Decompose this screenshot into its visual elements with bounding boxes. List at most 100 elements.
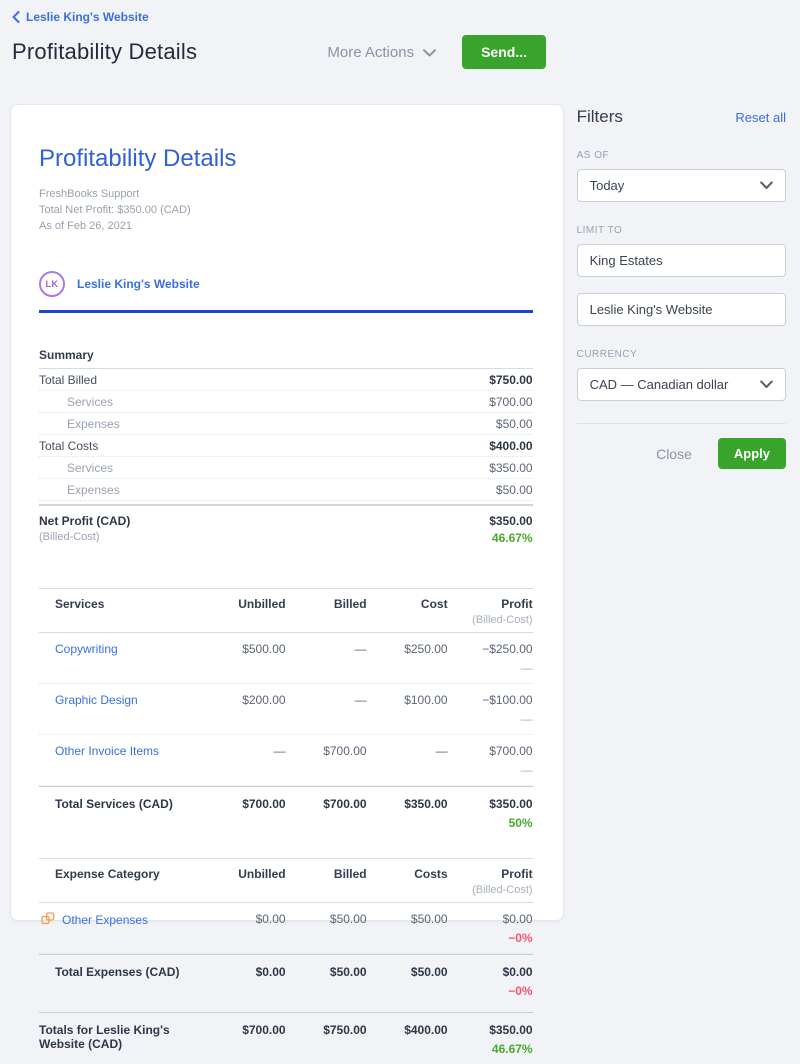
summary-label: Expenses: [67, 482, 120, 497]
service-link-copywriting[interactable]: Copywriting: [55, 642, 118, 656]
client-name-link[interactable]: Leslie King's Website: [77, 277, 200, 291]
table-row: Copywriting $500.00 — $250.00 −$250.00 —: [39, 633, 533, 684]
report-title: Profitability Details: [39, 145, 237, 172]
cell-unbilled: $0.00: [255, 965, 286, 979]
net-profit-sublabel: (Billed-Cost): [39, 531, 100, 543]
as-of-select[interactable]: Today: [576, 169, 786, 202]
filters-divider: [576, 423, 786, 424]
service-link-other-invoice-items[interactable]: Other Invoice Items: [55, 744, 160, 758]
chevron-down-icon: [760, 380, 773, 389]
chevron-down-icon: [423, 44, 437, 61]
cell-profit: $350.00: [489, 797, 533, 811]
col-unbilled: Unbilled: [238, 867, 286, 881]
currency-label: CURRENCY: [576, 349, 638, 360]
client-row: LK Leslie King's Website: [39, 271, 533, 297]
page-header: Leslie King's Website Profitability Deta…: [0, 0, 800, 69]
cell-billed: $50.00: [329, 965, 367, 979]
summary-row-total-costs: Total Costs $400.00: [39, 435, 533, 457]
chevron-left-icon: [12, 11, 20, 23]
as-of-value: Today: [589, 178, 625, 193]
col-profit: Profit: [501, 867, 533, 881]
cell-profit: $350.00: [489, 1023, 533, 1037]
col-billed: Billed: [333, 597, 367, 611]
col-services: Services: [55, 597, 105, 611]
service-link-graphic-design[interactable]: Graphic Design: [55, 693, 138, 707]
services-table-header: Services Unbilled Billed Cost Profit (Bi…: [39, 588, 533, 633]
grand-total-row: Totals for Leslie King's Website (CAD) $…: [39, 1012, 533, 1064]
col-unbilled: Unbilled: [238, 597, 286, 611]
limit-to-input-project[interactable]: [576, 293, 786, 326]
cell-billed: —: [354, 693, 367, 707]
chevron-down-icon: [760, 181, 773, 190]
net-profit-value: $350.00: [489, 514, 533, 528]
limit-to-input-client[interactable]: [576, 244, 786, 277]
cell-billed: $50.00: [329, 912, 367, 926]
apply-button[interactable]: Apply: [717, 438, 786, 469]
cell-percent: —: [520, 763, 533, 777]
cell-cost: $50.00: [410, 965, 448, 979]
summary-row-services-cost: Services $350.00: [39, 457, 533, 479]
services-table: Services Unbilled Billed Cost Profit (Bi…: [39, 588, 533, 838]
report-meta-as-of: As of Feb 26, 2021: [39, 220, 132, 232]
report-meta-net-profit: Total Net Profit: $350.00 (CAD): [39, 204, 191, 216]
cell-cost: $100.00: [404, 693, 448, 707]
cell-profit: −$100.00: [482, 693, 533, 707]
col-profit-sub: (Billed-Cost): [472, 614, 533, 626]
report-card: Profitability Details FreshBooks Support…: [10, 104, 564, 1056]
summary-row-total-billed: Total Billed $750.00: [39, 369, 533, 391]
limit-to-label: LIMIT TO: [576, 225, 623, 236]
cell-cost: $250.00: [404, 642, 448, 656]
cell-profit: $0.00: [502, 912, 533, 926]
expenses-total-row: Total Expenses (CAD) $0.00 $50.00 $50.00…: [39, 954, 533, 1006]
summary-row-expenses-cost: Expenses $50.00: [39, 479, 533, 501]
expense-link-other-expenses[interactable]: Other Expenses: [62, 913, 149, 927]
more-actions-label: More Actions: [327, 43, 415, 61]
col-profit: Profit: [501, 597, 533, 611]
net-profit-row: Net Profit (CAD) (Billed-Cost) $350.00 4…: [39, 504, 533, 545]
expenses-table-header: Expense Category Unbilled Billed Costs P…: [39, 858, 533, 903]
cell-percent: 46.67%: [491, 1042, 533, 1056]
cell-percent: −0%: [508, 931, 533, 945]
reset-all-link[interactable]: Reset all: [735, 110, 786, 125]
cell-billed: $700.00: [323, 744, 367, 758]
col-cost: Cost: [420, 597, 448, 611]
summary-label: Expenses: [67, 416, 120, 431]
currency-select[interactable]: CAD — Canadian dollar: [576, 368, 786, 401]
more-actions-button[interactable]: More Actions: [327, 43, 437, 61]
divider-blue: [39, 310, 533, 313]
col-expense-category: Expense Category: [55, 867, 160, 881]
summary-row-services: Services $700.00: [39, 391, 533, 413]
summary-value: $50.00: [495, 416, 533, 431]
grand-total-label: Totals for Leslie King's Website (CAD): [39, 1023, 170, 1051]
back-link[interactable]: Leslie King's Website: [12, 10, 149, 24]
filters-title: Filters: [576, 107, 623, 126]
cell-profit: −$250.00: [482, 642, 533, 656]
summary-value: $350.00: [489, 460, 533, 475]
net-profit-percent: 46.67%: [491, 531, 533, 545]
summary-value: $50.00: [495, 482, 533, 497]
cell-unbilled: $700.00: [242, 1023, 286, 1037]
page-title: Profitability Details: [12, 39, 198, 64]
report-meta-company: FreshBooks Support: [39, 188, 140, 200]
cell-billed: $750.00: [323, 1023, 367, 1037]
summary-value: $750.00: [489, 372, 533, 387]
cell-profit: $700.00: [489, 744, 533, 758]
close-button[interactable]: Close: [656, 445, 692, 462]
cell-billed: —: [354, 642, 367, 656]
expense-category-icon: [41, 912, 55, 928]
cell-percent: —: [520, 712, 533, 726]
expenses-table: Expense Category Unbilled Billed Costs P…: [39, 858, 533, 1064]
cell-unbilled: $0.00: [255, 912, 286, 926]
summary-label: Services: [67, 394, 114, 409]
as-of-label: AS OF: [576, 150, 610, 161]
summary-value: $700.00: [489, 394, 533, 409]
table-row: Other Invoice Items — $700.00 — $700.00 …: [39, 735, 533, 786]
cell-unbilled: $200.00: [242, 693, 286, 707]
col-profit-sub: (Billed-Cost): [472, 884, 533, 896]
currency-value: CAD — Canadian dollar: [589, 377, 729, 392]
summary-row-expenses: Expenses $50.00: [39, 413, 533, 435]
summary-heading: Summary: [39, 348, 533, 369]
cell-unbilled: —: [273, 744, 286, 758]
send-button[interactable]: Send...: [462, 35, 546, 69]
cell-unbilled: $500.00: [242, 642, 286, 656]
